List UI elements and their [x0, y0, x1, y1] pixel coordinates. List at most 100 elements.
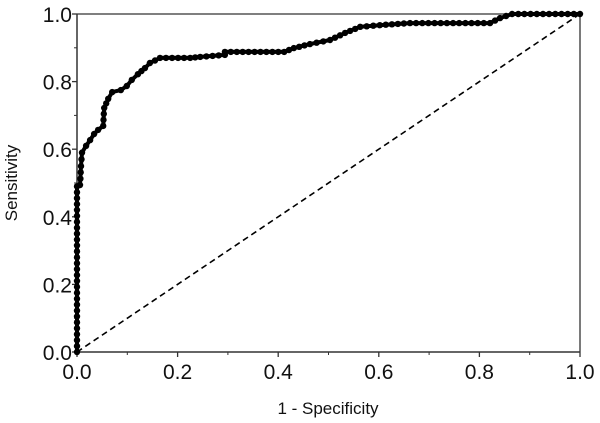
data-point-marker — [215, 52, 222, 59]
data-point-marker — [73, 254, 81, 261]
data-point-marker — [352, 25, 359, 33]
data-point-marker — [86, 136, 94, 144]
data-point-marker — [474, 19, 481, 27]
data-point-marker — [521, 10, 528, 18]
x-tick-label: 0.2 — [163, 361, 192, 384]
data-point-marker — [227, 48, 234, 56]
x-tick-label: 0.0 — [62, 361, 91, 384]
data-point-marker — [382, 21, 389, 28]
data-point-marker — [168, 54, 176, 62]
data-point-marker — [73, 301, 81, 308]
y-tick-label: 0.8 — [43, 72, 72, 95]
data-point-marker — [109, 88, 116, 96]
data-point-marker — [545, 10, 553, 18]
data-point-marker — [73, 266, 81, 273]
data-point-marker — [437, 19, 444, 27]
data-point-marker — [73, 236, 81, 243]
data-point-marker — [341, 29, 349, 37]
data-point-marker — [281, 48, 288, 56]
data-point-marker — [496, 14, 504, 22]
data-point-marker — [502, 12, 510, 20]
data-point-marker — [275, 48, 282, 56]
data-point-marker — [73, 277, 81, 285]
y-tick-label: 0.0 — [43, 342, 72, 365]
data-point-marker — [515, 10, 522, 18]
series-layer — [73, 10, 584, 356]
data-point-marker — [77, 162, 85, 170]
y-axis-title: Sensitivity — [2, 144, 21, 221]
data-point-marker — [370, 22, 377, 29]
data-point-marker — [285, 46, 293, 54]
data-point-marker — [94, 126, 102, 134]
data-point-marker — [73, 331, 81, 338]
data-point-marker — [363, 23, 370, 30]
data-point-marker — [251, 48, 258, 56]
data-point-marker — [73, 230, 81, 237]
data-point-marker — [187, 54, 194, 62]
y-tick-label: 0.4 — [43, 207, 73, 230]
data-point-marker — [313, 39, 320, 46]
data-point-marker — [73, 307, 81, 314]
data-point-marker — [73, 271, 81, 279]
x-axis-title: 1 - Specificity — [277, 399, 379, 418]
data-point-marker — [78, 149, 86, 156]
data-point-marker — [156, 54, 164, 62]
data-point-marker — [449, 19, 457, 27]
y-tick-label: 1.0 — [43, 4, 72, 27]
data-point-marker — [90, 130, 98, 138]
data-point-marker — [419, 19, 426, 27]
data-point-marker — [221, 48, 229, 56]
data-point-marker — [100, 122, 107, 130]
data-point-marker — [331, 34, 339, 41]
roc-curve-markers — [73, 10, 584, 356]
data-point-marker — [346, 27, 354, 35]
data-point-marker — [400, 20, 408, 27]
data-point-marker — [197, 53, 204, 61]
data-point-marker — [431, 19, 438, 27]
y-ticks: 0.0 0.2 0.4 0.6 0.8 1.0 — [43, 4, 77, 365]
data-point-marker — [73, 206, 81, 214]
data-point-marker — [462, 19, 469, 27]
data-point-marker — [443, 19, 451, 27]
data-point-marker — [203, 53, 210, 60]
data-point-marker — [100, 116, 107, 124]
data-point-marker — [73, 283, 81, 291]
data-point-marker — [100, 110, 108, 118]
data-point-marker — [77, 175, 84, 182]
data-point-marker — [141, 64, 149, 72]
data-point-marker — [73, 212, 81, 220]
data-point-marker — [491, 17, 499, 24]
data-point-marker — [357, 23, 364, 30]
x-ticks: 0.0 0.2 0.4 0.6 0.8 1.0 — [62, 352, 595, 384]
data-point-marker — [486, 19, 494, 27]
data-point-marker — [290, 44, 297, 52]
x-tick-label: 0.4 — [264, 361, 294, 384]
data-point-marker — [151, 57, 159, 64]
reference-diagonal-line — [76, 13, 581, 353]
data-point-marker — [336, 32, 344, 39]
data-point-marker — [296, 43, 303, 50]
data-point-marker — [539, 10, 547, 18]
data-point-marker — [480, 19, 487, 27]
data-point-marker — [73, 260, 81, 267]
data-point-marker — [105, 95, 112, 103]
data-point-marker — [394, 20, 402, 28]
plot-frame — [77, 13, 581, 352]
data-point-marker — [376, 22, 383, 29]
x-tick-label: 0.6 — [364, 361, 393, 384]
data-point-marker — [76, 181, 84, 189]
data-point-marker — [425, 19, 432, 27]
data-point-marker — [257, 48, 264, 56]
data-point-marker — [239, 48, 246, 56]
data-point-marker — [527, 10, 534, 18]
data-point-marker — [73, 342, 81, 350]
data-point-marker — [73, 313, 81, 320]
data-point-marker — [468, 19, 475, 27]
data-point-marker — [73, 242, 81, 249]
data-point-marker — [146, 59, 154, 67]
data-point-marker — [192, 54, 199, 61]
data-point-marker — [162, 54, 170, 62]
data-point-marker — [570, 10, 577, 18]
data-point-marker — [508, 10, 516, 18]
